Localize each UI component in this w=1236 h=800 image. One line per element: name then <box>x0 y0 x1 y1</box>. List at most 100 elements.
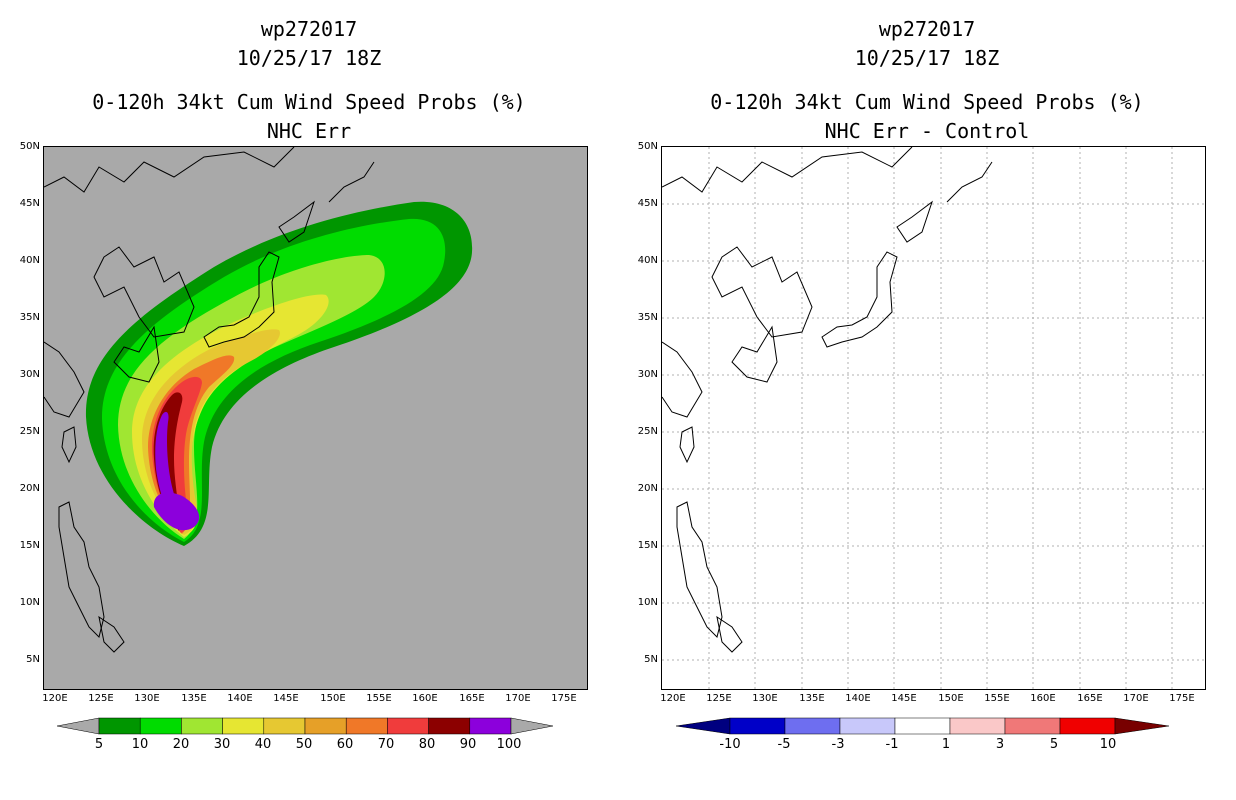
lat-label: 40N <box>19 255 40 266</box>
colorbar-label: -1 <box>885 737 899 752</box>
lat-label: 35N <box>637 312 658 323</box>
coastlines <box>662 147 993 653</box>
colorbar-swatch <box>894 717 951 735</box>
lon-label: 155E <box>984 693 1010 704</box>
colorbar-label: 5 <box>1049 737 1059 752</box>
probability-map <box>43 146 588 690</box>
lat-label: 20N <box>19 483 40 494</box>
lat-label: 5N <box>644 654 658 665</box>
lon-label: 170E <box>1123 693 1149 704</box>
lon-label: 155E <box>366 693 392 704</box>
colorbar-right-arrow <box>1114 717 1170 735</box>
lon-label: 165E <box>459 693 485 704</box>
colorbar-swatch <box>387 717 429 735</box>
lon-label: 130E <box>134 693 160 704</box>
colorbar-swatch <box>1004 717 1061 735</box>
lat-label: 15N <box>637 540 658 551</box>
lon-label: 125E <box>88 693 114 704</box>
storm-id: wp272017 <box>260 17 358 41</box>
colorbar-swatch <box>839 717 896 735</box>
colorbar-left-arrow <box>57 717 100 735</box>
colorbar-swatch <box>263 717 306 735</box>
colorbar-swatch <box>222 717 265 735</box>
chart-subtitle: NHC Err - Control <box>824 119 1030 143</box>
lat-label: 45N <box>19 198 40 209</box>
difference-map <box>661 146 1206 690</box>
lat-label: 45N <box>637 198 658 209</box>
colorbar-swatches <box>98 717 512 735</box>
chart-subtitle: NHC Err <box>266 119 352 143</box>
lon-label: 165E <box>1077 693 1103 704</box>
colorbar-label: 10 <box>1099 737 1117 752</box>
colorbar-label: 3 <box>995 737 1005 752</box>
lon-label: 135E <box>181 693 207 704</box>
colorbar-label: -3 <box>831 737 845 752</box>
colorbar-label: 10 <box>131 737 149 752</box>
colorbar-label: -10 <box>719 737 741 752</box>
lon-label: 120E <box>42 693 68 704</box>
lat-label: 30N <box>637 369 658 380</box>
lat-label: 10N <box>19 597 40 608</box>
lat-label: 50N <box>637 141 658 152</box>
lon-label: 120E <box>660 693 686 704</box>
colorbar-swatch <box>428 717 471 735</box>
colorbar-swatch <box>1059 717 1116 735</box>
lon-label: 160E <box>412 693 438 704</box>
datetime: 10/25/17 18Z <box>854 46 1000 70</box>
lon-label: 145E <box>273 693 299 704</box>
lon-label: 130E <box>752 693 778 704</box>
lat-label: 30N <box>19 369 40 380</box>
colorbar-label: 80 <box>418 737 436 752</box>
colorbar-right-arrow <box>510 717 554 735</box>
colorbar-swatches <box>729 717 1116 735</box>
colorbar-label: 30 <box>213 737 231 752</box>
lon-label: 140E <box>845 693 871 704</box>
lat-label: 25N <box>19 426 40 437</box>
colorbar-label: 60 <box>336 737 354 752</box>
lon-label: 170E <box>505 693 531 704</box>
right-panel: wp272017 10/25/17 18Z 0-120h 34kt Cum Wi… <box>618 0 1236 800</box>
lat-label: 40N <box>637 255 658 266</box>
colorbar-left-arrow <box>676 717 731 735</box>
lon-label: 175E <box>1169 693 1195 704</box>
lat-label: 50N <box>19 141 40 152</box>
colorbar-swatch <box>304 717 347 735</box>
colorbar-swatch <box>784 717 841 735</box>
lon-label: 125E <box>706 693 732 704</box>
colorbar-label: 5 <box>94 737 104 752</box>
gridlines <box>662 147 1205 689</box>
lon-label: 145E <box>891 693 917 704</box>
lat-label: 10N <box>637 597 658 608</box>
colorbar-swatch <box>98 717 141 735</box>
colorbar-swatch <box>729 717 786 735</box>
colorbar-swatch <box>345 717 388 735</box>
colorbar-swatch <box>139 717 182 735</box>
colorbar-swatch <box>181 717 223 735</box>
lon-label: 150E <box>320 693 346 704</box>
lat-label: 15N <box>19 540 40 551</box>
lon-label: 160E <box>1030 693 1056 704</box>
lat-label: 25N <box>637 426 658 437</box>
colorbar-swatch <box>949 717 1006 735</box>
colorbar-label: -5 <box>777 737 791 752</box>
colorbar-label: 1 <box>941 737 951 752</box>
colorbar-label: 70 <box>377 737 395 752</box>
chart-title: 0-120h 34kt Cum Wind Speed Probs (%) <box>92 90 526 114</box>
colorbar-label: 20 <box>172 737 190 752</box>
colorbar-label: 50 <box>295 737 313 752</box>
lat-label: 20N <box>637 483 658 494</box>
lon-label: 140E <box>227 693 253 704</box>
colorbar-label: 100 <box>496 737 522 752</box>
lon-label: 175E <box>551 693 577 704</box>
colorbar-label: 40 <box>254 737 272 752</box>
datetime: 10/25/17 18Z <box>236 46 382 70</box>
colorbar-swatch <box>469 717 512 735</box>
storm-id: wp272017 <box>878 17 976 41</box>
colorbar <box>676 717 1170 735</box>
wind-probability-swath <box>85 201 473 546</box>
left-panel: wp272017 10/25/17 18Z 0-120h 34kt Cum Wi… <box>19 17 588 752</box>
colorbar <box>57 717 554 735</box>
chart-title: 0-120h 34kt Cum Wind Speed Probs (%) <box>710 90 1144 114</box>
lon-label: 150E <box>938 693 964 704</box>
coastlines <box>44 147 375 653</box>
